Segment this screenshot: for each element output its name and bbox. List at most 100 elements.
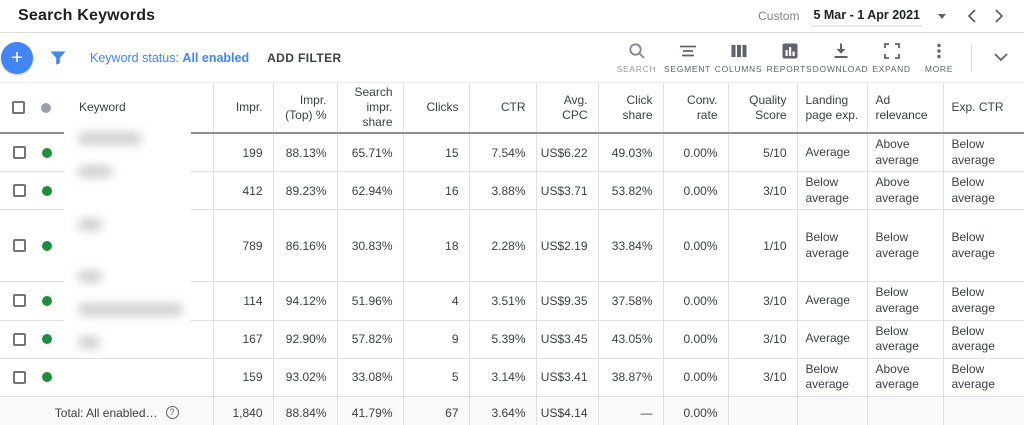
cell-exp-ctr: Below average [942, 281, 1024, 321]
cell-conv-rate: 0.00% [662, 358, 728, 397]
table-header-row: Keyword Impr. Impr. (Top) % Search impr.… [0, 83, 1024, 134]
cell-impr-top-pct: 89.23% [272, 171, 337, 211]
cell-ad-relevance: Above average [866, 171, 943, 211]
cell-impr: 789 [212, 209, 273, 283]
cell-impr-top-pct: 88.84% [272, 396, 337, 425]
page-title: Search Keywords [18, 7, 156, 24]
total-row: Total: All enabled…? 1,840 88.84% 41.79% 67 3… [0, 396, 1024, 425]
cell-conv-rate: 0.00% [662, 320, 728, 359]
previous-period-button[interactable] [960, 5, 982, 27]
cell-impr: 1,840 [212, 396, 273, 425]
cell-click-share: 38.87% [597, 358, 663, 397]
column-header-exp-ctr[interactable]: Exp. CTR [942, 83, 1024, 134]
cell-exp-ctr: Below average [942, 133, 1024, 173]
cell-landing-page-exp: Below average [796, 358, 867, 397]
cell-ctr: 7.54% [468, 133, 536, 173]
keyword-status-filter-chip[interactable]: Keyword status: All enabled [90, 51, 249, 65]
title-bar: Search Keywords Custom 5 Mar - 1 Apr 202… [0, 0, 1024, 33]
toolbar-reports-button[interactable]: REPORTS [764, 42, 815, 74]
cell-quality-score: 3/10 [727, 320, 797, 359]
date-range-value[interactable]: 5 Mar - 1 Apr 2021 [811, 6, 922, 27]
keyword-redaction-overlay [64, 122, 191, 356]
cell-impr: 114 [212, 281, 273, 321]
column-header-landing-page-exp[interactable]: Landing page exp. [796, 83, 867, 134]
column-header-label: Keyword [79, 100, 126, 114]
cell-click-share: — [597, 396, 663, 425]
column-header-ad-relevance[interactable]: Ad relevance [866, 83, 943, 134]
cell-search-impr-share: 33.08% [336, 358, 403, 397]
cell-ad-relevance: Above average [866, 358, 943, 397]
help-icon[interactable]: ? [165, 406, 179, 420]
cell-quality-score [727, 396, 797, 425]
row-checkbox[interactable] [13, 332, 26, 346]
chevron-down-icon [994, 53, 1008, 62]
cell-search-impr-share: 41.79% [336, 396, 403, 425]
segment-icon [679, 45, 696, 56]
add-keyword-button[interactable]: + [1, 42, 33, 74]
row-checkbox[interactable] [13, 239, 26, 253]
cell-search-impr-share: 62.94% [336, 171, 403, 211]
toolbar-divider [971, 43, 972, 72]
cell-quality-score: 5/10 [727, 133, 797, 173]
chevron-left-icon [967, 9, 976, 23]
cell-ctr: 3.88% [468, 171, 536, 211]
cell-click-share: 43.05% [597, 320, 663, 359]
toolbar-segment-button[interactable]: SEGMENT [662, 42, 713, 74]
collapse-toolbar-button[interactable] [984, 53, 1018, 62]
column-header-search-impr-share[interactable]: Search impr. share [336, 83, 403, 134]
column-header-impr[interactable]: Impr. [212, 83, 273, 134]
cell-quality-score: 3/10 [727, 281, 797, 321]
cell-search-impr-share: 51.96% [336, 281, 403, 321]
toolbar-search-button[interactable]: SEARCH [611, 42, 662, 74]
toolbar-columns-button[interactable]: COLUMNS [713, 42, 764, 74]
column-header-avg-cpc[interactable]: Avg. CPC [535, 83, 598, 134]
filter-button[interactable] [50, 51, 66, 65]
toolbar-download-button[interactable]: DOWNLOAD [813, 42, 868, 74]
cell-clicks: 16 [402, 171, 469, 211]
toolbar-more-button[interactable]: MORE [917, 42, 961, 74]
date-mode-label: Custom [758, 9, 800, 23]
row-checkbox[interactable] [13, 294, 26, 308]
cell-avg-cpc: US$2.19 [535, 209, 598, 283]
table-toolbar: + Keyword status: All enabled ADD FILTER… [0, 33, 1024, 83]
column-header-impr-top[interactable]: Impr. (Top) % [272, 83, 337, 134]
cell-ad-relevance: Above average [866, 133, 943, 173]
cell-avg-cpc: US$4.14 [535, 396, 598, 425]
cell-impr-top-pct: 86.16% [272, 209, 337, 283]
column-header-conv-rate[interactable]: Conv. rate [662, 83, 728, 134]
next-period-button[interactable] [988, 5, 1010, 27]
cell-clicks: 5 [402, 358, 469, 397]
row-checkbox[interactable] [13, 370, 26, 384]
redacted-keyword [78, 132, 142, 144]
select-all-checkbox[interactable] [12, 101, 25, 114]
toolbar-expand-button[interactable]: EXPAND [866, 42, 917, 74]
status-enabled-icon [42, 372, 52, 383]
cell-ctr: 5.39% [468, 320, 536, 359]
cell-landing-page-exp: Average [796, 133, 867, 173]
cell-search-impr-share: 30.83% [336, 209, 403, 283]
dropdown-caret-icon[interactable] [938, 13, 946, 19]
row-checkbox[interactable] [13, 184, 26, 198]
column-header-quality-score[interactable]: Quality Score [727, 83, 797, 134]
cell-ad-relevance: Below average [866, 281, 943, 321]
cell-exp-ctr: Below average [942, 320, 1024, 359]
column-header-ctr[interactable]: CTR [468, 83, 536, 134]
table-row: 167 92.90% 57.82% 9 5.39% US$3.45 43.05% 0.00% 3… [0, 320, 1024, 359]
cell-impr: 412 [212, 171, 273, 211]
redacted-keyword [78, 337, 100, 348]
column-header-clicks[interactable]: Clicks [402, 83, 469, 134]
cell-conv-rate: 0.00% [662, 171, 728, 211]
plus-icon: + [11, 47, 23, 69]
add-filter-button[interactable]: ADD FILTER [267, 50, 342, 65]
cell-avg-cpc: US$6.22 [535, 133, 598, 173]
status-filter-icon[interactable] [41, 102, 51, 113]
row-checkbox[interactable] [13, 146, 26, 160]
more-vert-icon [937, 43, 941, 58]
cell-impr-top-pct: 92.90% [272, 320, 337, 359]
cell-impr-top-pct: 94.12% [272, 281, 337, 321]
cell-conv-rate: 0.00% [662, 281, 728, 321]
cell-search-impr-share: 65.71% [336, 133, 403, 173]
cell-clicks: 67 [402, 396, 469, 425]
date-range-picker[interactable]: Custom 5 Mar - 1 Apr 2021 [758, 5, 1010, 27]
column-header-click-share[interactable]: Click share [597, 83, 663, 134]
